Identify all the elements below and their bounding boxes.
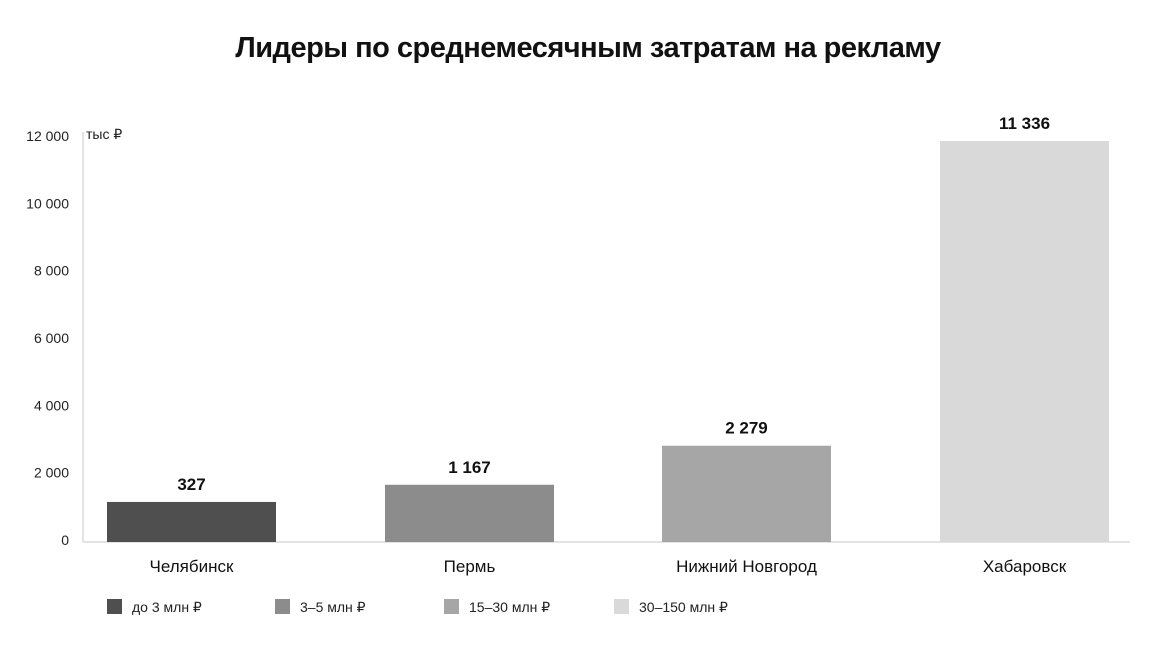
x-tick-label: Хабаровск xyxy=(983,557,1067,576)
bar xyxy=(940,141,1109,543)
data-label: 11 336 xyxy=(999,114,1050,133)
x-tick-label: Нижний Новгород xyxy=(676,557,817,576)
legend-swatch xyxy=(614,599,629,614)
data-label: 327 xyxy=(177,475,205,494)
legend-label: 15–30 млн ₽ xyxy=(469,599,550,615)
legend-label: 30–150 млн ₽ xyxy=(639,599,728,615)
legend-swatch xyxy=(275,599,290,614)
legend-label: 3–5 млн ₽ xyxy=(300,599,366,615)
data-label: 1 167 xyxy=(448,458,491,477)
y-tick-label: 4 000 xyxy=(34,397,69,413)
legend-swatch xyxy=(107,599,122,614)
bar xyxy=(662,445,831,542)
chart-title: Лидеры по среднемесячным затратам на рек… xyxy=(235,32,941,64)
y-tick-label: 12 000 xyxy=(26,128,69,144)
y-tick-label: 0 xyxy=(61,532,69,548)
x-tick-label: Пермь xyxy=(444,557,496,576)
x-tick-label: Челябинск xyxy=(150,557,234,576)
y-tick-label: 2 000 xyxy=(34,465,69,481)
bar xyxy=(107,501,276,542)
y-tick-label: 10 000 xyxy=(26,195,69,211)
y-tick-label: 8 000 xyxy=(34,263,69,279)
y-axis-unit: тыс ₽ xyxy=(86,126,122,142)
y-tick-label: 6 000 xyxy=(34,330,69,346)
legend-label: до 3 млн ₽ xyxy=(132,599,202,615)
data-label: 2 279 xyxy=(725,419,768,438)
legend-swatch xyxy=(444,599,459,614)
bar xyxy=(385,484,554,542)
